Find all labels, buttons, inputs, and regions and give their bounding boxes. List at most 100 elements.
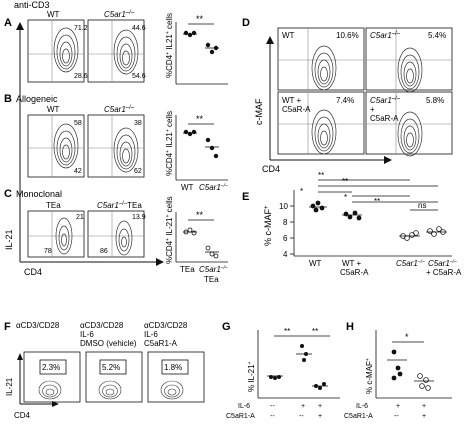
f-cond-2-line2: IL-6 — [80, 330, 94, 339]
xtick-c-ko: C5ar1–/– — [199, 265, 228, 274]
d-title-3a: WT + — [282, 96, 302, 105]
f-cond-2-line3: DMSO (vehicle) — [80, 339, 137, 348]
g-row-2-v3: + — [318, 413, 322, 420]
sig-b: ** — [196, 114, 204, 124]
e-group-1: WT — [309, 259, 322, 268]
flow-plot-f-2: 5.2% — [85, 351, 143, 403]
q-bottom-a-ko: 54.6 — [132, 73, 146, 80]
g-row-2-v1: -- — [270, 413, 275, 420]
il21-axis-label: IL-21 — [4, 229, 14, 250]
cd4-axis-arrow — [156, 258, 164, 266]
e-sig-3: * — [344, 193, 347, 202]
f-cond-3-line1: αCD3/CD28 — [144, 321, 188, 330]
h-row-1-v1: + — [396, 403, 400, 410]
scatter-plot-c: ** TEa C5ar1–/– TEa — [175, 210, 228, 284]
h-row-2-v2: + — [422, 413, 426, 420]
g-row-1-v1: -- — [270, 403, 275, 410]
g-ylabel: % IL-21+ — [247, 361, 256, 392]
f-cond-3-line3: C5aR1-A — [144, 339, 178, 348]
e-sig-1: * — [300, 187, 303, 196]
q-bottom-b-wt: 42 — [74, 168, 82, 175]
e-ytick-10: 10 — [279, 202, 288, 211]
g-row-1-v2: + — [301, 403, 305, 410]
h-row-2-v1: -- — [394, 413, 399, 420]
panel-label-b: B — [4, 93, 12, 105]
ylabel-b: %CD4+ IL21+ cells — [165, 111, 174, 176]
e-group-4b: + C5aR-A — [426, 268, 462, 277]
e-ylabel: % c-MAF+ — [263, 205, 273, 246]
g-sig-1: ** — [284, 327, 290, 336]
d-title-4c: C5aR-A — [370, 114, 399, 123]
g-row-2-v2: -- — [299, 413, 304, 420]
il21-axis-arrow — [16, 22, 24, 30]
panel-h-plot: * — [375, 330, 452, 399]
g-row-label-2: C5aR1-A — [226, 413, 255, 420]
xtick-b-ko: C5ar1–/– — [199, 183, 228, 192]
xtick-b-wt: WT — [181, 183, 194, 192]
q-bottom-b-ko: 62 — [134, 168, 142, 175]
f-il21-label: IL-21 — [5, 377, 14, 396]
scatter-plot-a: ** — [175, 14, 228, 85]
d-pct-2: 5.4% — [428, 31, 446, 40]
d-title-3b: C5aR-A — [282, 105, 311, 114]
panel-e-plot: 10 8 6 4 ** ** * * ** ns — [279, 171, 462, 277]
flow-plot-a-ko: 44.6 54.6 — [87, 19, 146, 83]
ylabel-c: %CD4+ IL-21+ cells — [165, 196, 174, 264]
sig-c: ** — [196, 210, 204, 220]
h-row-label-2: C5aR1-A — [344, 413, 373, 420]
d-title-4b: + — [370, 105, 375, 114]
flow-plot-c-ko: 13.9 86 — [87, 210, 146, 258]
top-left-title: anti-CD3 — [14, 0, 50, 10]
f-pct-3: 1.8% — [164, 363, 182, 372]
e-ytick-4: 4 — [283, 250, 288, 259]
flow-plot-b-wt: 58 42 — [27, 114, 85, 178]
d-pct-1: 10.6% — [336, 31, 359, 40]
panel-label-a: A — [4, 17, 12, 29]
f-cond-1-line1: αCD3/CD28 — [16, 321, 60, 330]
ylabel-a: %CD4+ IL21+ cells — [165, 13, 174, 78]
panel-label-c: C — [4, 188, 12, 200]
f-cond-2-line1: αCD3/CD28 — [80, 321, 124, 330]
panel-g-plot: ** ** — [257, 327, 340, 399]
q-top-b-wt: 58 — [74, 120, 82, 127]
e-ytick-8: 8 — [283, 218, 288, 227]
q-bottom-c-wt: 78 — [44, 248, 52, 255]
panel-d-grid: WT 10.6% C5ar1–/– 5.4% WT + C5aR-A 7.4% … — [277, 27, 453, 157]
flow-plot-b-ko: 38 62 — [87, 114, 145, 178]
h-row-label-1: IL-6 — [356, 403, 368, 410]
flow-plot-c-wt: 21 78 — [27, 210, 85, 258]
q-top-b-ko: 38 — [134, 120, 142, 127]
row-c-label: Monoclonal — [16, 189, 62, 199]
panel-label-f: F — [4, 321, 11, 333]
q-top-c-ko: 13.9 — [132, 214, 146, 221]
q-top-c-wt: 21 — [76, 214, 84, 221]
h-ylabel: % c-MAF+ — [365, 358, 374, 394]
panel-label-h: H — [346, 321, 354, 333]
row-b-wt-title: WT — [47, 105, 60, 114]
f-pct-2: 5.2% — [102, 363, 120, 372]
f-cd4-arrow — [52, 401, 59, 407]
panel-label-d: D — [242, 17, 250, 29]
d-title-4a: C5ar1–/– — [370, 96, 401, 105]
e-group-4a: C5ar1–/– — [428, 259, 457, 268]
f-il21-arrow — [17, 353, 23, 360]
g-row-label-1: IL-6 — [238, 403, 250, 410]
f-pct-1: 2.3% — [42, 363, 60, 372]
d-cd4-axis-arrow — [384, 156, 392, 164]
e-group-2b: C5aR-A — [340, 268, 369, 277]
flow-plot-f-1: 2.3% — [23, 351, 81, 403]
row-a-wt-title: WT — [47, 10, 60, 19]
d-cd4-axis-label: CD4 — [262, 164, 280, 174]
cmaf-axis-arrow — [266, 36, 274, 44]
panel-label-e: E — [242, 191, 249, 203]
flow-plot-f-3: 1.8% — [147, 351, 205, 403]
xtick-c-ko-sub: TEa — [204, 275, 219, 284]
q-bottom-c-ko: 86 — [100, 248, 108, 255]
q-top-a-ko: 44.6 — [132, 25, 146, 32]
cmaf-axis-label: c-MAF — [254, 98, 264, 125]
row-b-label: Allogeneic — [16, 94, 58, 104]
h-row-1-v2: + — [422, 403, 426, 410]
e-group-3: C5ar1–/– — [396, 259, 425, 268]
d-pct-3: 7.4% — [336, 96, 354, 105]
